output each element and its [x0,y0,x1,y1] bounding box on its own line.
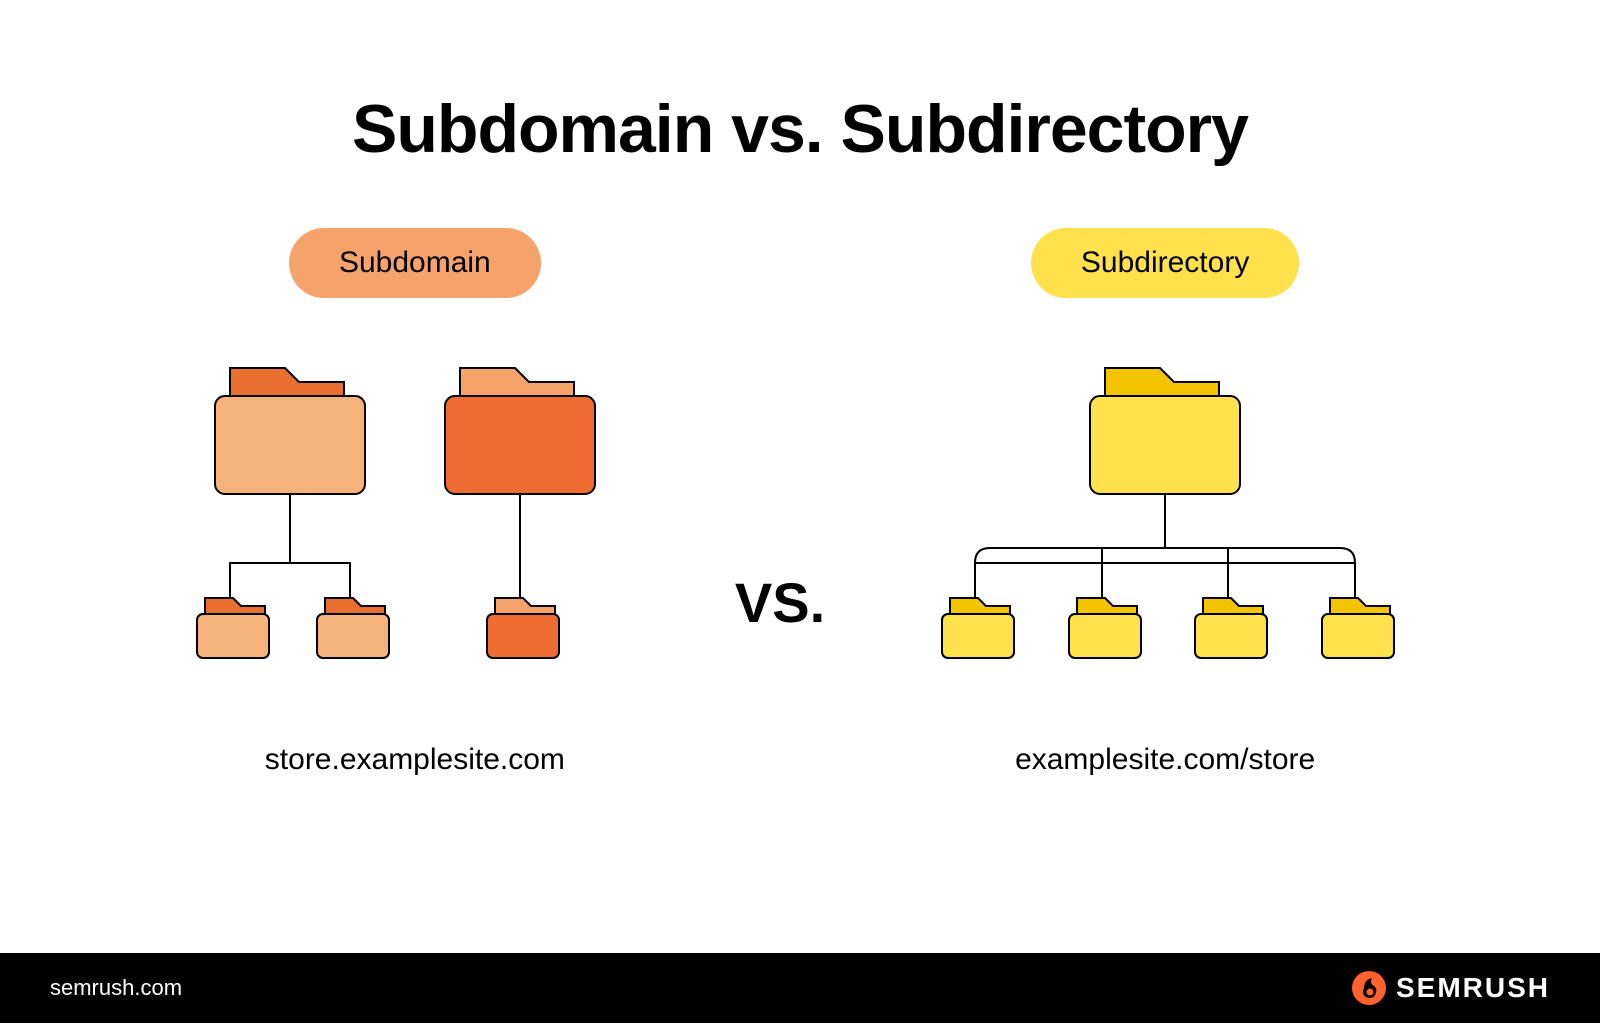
folder-icon [1322,598,1394,658]
vs-label: VS. [735,570,825,635]
subdomain-diagram [175,348,655,683]
folder-icon [215,368,365,494]
footer-site: semrush.com [50,975,182,1001]
folder-icon [445,368,595,494]
columns-wrap: Subdomain [0,228,1600,777]
folder-icon [317,598,389,658]
subdirectory-column: Subdirectory [905,228,1425,777]
subdomain-pill: Subdomain [289,228,541,298]
subdirectory-pill: Subdirectory [1031,228,1299,298]
footer-brand: SEMRUSH [1352,971,1550,1005]
folder-icon [1069,598,1141,658]
folder-icon [942,598,1014,658]
subdomain-column: Subdomain [175,228,655,777]
brand-text: SEMRUSH [1396,972,1550,1004]
flame-icon [1352,971,1386,1005]
folder-icon [1195,598,1267,658]
folder-icon [197,598,269,658]
subdirectory-diagram [905,348,1425,683]
subdirectory-caption: examplesite.com/store [1015,743,1315,777]
folder-icon [487,598,559,658]
page-title: Subdomain vs. Subdirectory [0,0,1600,168]
subdomain-caption: store.examplesite.com [265,743,565,777]
folder-icon [1090,368,1240,494]
footer-bar: semrush.com SEMRUSH [0,953,1600,1023]
